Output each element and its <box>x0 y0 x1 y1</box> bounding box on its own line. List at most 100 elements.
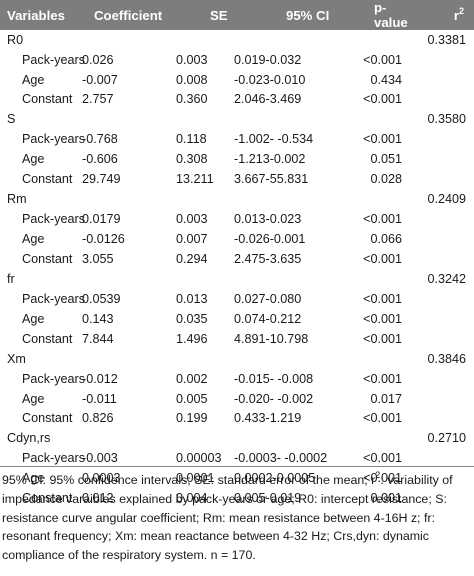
empty-cell <box>416 169 474 190</box>
pvalue-cell: <0.001 <box>352 368 416 389</box>
empty-cell <box>352 428 416 449</box>
pvalue-cell: <0.001 <box>352 468 416 489</box>
footnote-part1: 95% CI: 95% confidence intervals; SE: st… <box>2 473 376 487</box>
table-row: Pack-years -0.003 0.00003 -0.0003- -0.0002 <… <box>0 448 474 469</box>
se-cell: 1.496 <box>176 329 234 349</box>
ci-cell: 0.027-0.080 <box>234 289 352 310</box>
group-name: R0 <box>0 30 82 50</box>
se-cell: 13.211 <box>176 169 234 190</box>
empty-cell <box>176 30 234 50</box>
pvalue-cell: <0.001 <box>352 89 416 110</box>
pvalue-cell: <0.001 <box>352 448 416 469</box>
empty-cell <box>82 428 176 449</box>
empty-cell <box>234 428 352 449</box>
table-row: Pack-years -0.012 0.002 -0.015- -0.008 <0.00… <box>0 368 474 389</box>
coefficient-cell: 2.757 <box>82 89 176 110</box>
pvalue-cell: <0.001 <box>352 209 416 230</box>
ci-cell: -0.023-0.010 <box>234 69 352 90</box>
table-row: Age -0.0126 0.007 -0.026-0.001 0.066 <box>0 229 474 250</box>
r2-value: 0.2710 <box>416 428 474 449</box>
coefficient-cell: 3.055 <box>82 249 176 270</box>
ci-cell: 4.891-10.798 <box>234 329 352 349</box>
se-cell: 0.294 <box>176 249 234 270</box>
coefficient-cell: -0.007 <box>82 69 176 90</box>
row-label: Age <box>0 468 82 489</box>
empty-cell <box>416 289 474 310</box>
header-variables: Variables <box>0 0 82 30</box>
header-pvalue: p-value <box>352 0 416 30</box>
ci-cell: 0.019-0.032 <box>234 49 352 70</box>
ci-cell: -0.015- -0.008 <box>234 368 352 389</box>
se-cell: 0.007 <box>176 229 234 250</box>
coefficient-cell: -0.011 <box>82 388 176 409</box>
empty-cell <box>234 30 352 50</box>
pvalue-cell: <0.001 <box>352 309 416 330</box>
coefficient-cell: -0.003 <box>82 448 176 469</box>
se-cell: 0.118 <box>176 129 234 150</box>
r2-value: 0.3381 <box>416 30 474 50</box>
se-cell: 0.008 <box>176 69 234 90</box>
empty-cell <box>82 349 176 369</box>
coefficient-cell: 0.143 <box>82 309 176 330</box>
group-row: Rm 0.2409 <box>0 189 474 210</box>
table-row: Age -0.606 0.308 -1.213-0.002 0.051 <box>0 149 474 170</box>
group-name: Xm <box>0 349 82 369</box>
pvalue-cell: 0.001 <box>352 488 416 509</box>
pvalue-cell: <0.001 <box>352 289 416 310</box>
r2-value: 0.3580 <box>416 109 474 130</box>
group-row: Cdyn,rs 0.2710 <box>0 428 474 449</box>
empty-cell <box>416 488 474 509</box>
pvalue-cell: <0.001 <box>352 49 416 70</box>
pvalue-cell: 0.028 <box>352 169 416 190</box>
coefficient-cell: 29.749 <box>82 169 176 190</box>
table-row: Constant 0.012 0.004 0.005-0.019 0.001 <box>0 488 474 509</box>
empty-cell <box>352 109 416 130</box>
row-label: Pack-years <box>0 49 85 70</box>
empty-cell <box>416 89 474 110</box>
coefficient-cell: -0.012 <box>82 368 176 389</box>
row-label: Constant <box>0 408 82 429</box>
r2-value: 0.2409 <box>416 189 474 210</box>
row-label: Age <box>0 388 82 409</box>
empty-cell <box>416 249 474 270</box>
coefficient-cell: 0.0539 <box>82 289 176 310</box>
ci-cell: 2.475-3.635 <box>234 249 352 270</box>
empty-cell <box>416 149 474 170</box>
empty-cell <box>352 30 416 50</box>
empty-cell <box>416 388 474 409</box>
empty-cell <box>352 189 416 210</box>
r2-value: 0.3846 <box>416 349 474 369</box>
se-cell: 0.308 <box>176 149 234 170</box>
table-row: Age 0.0003 0.0001 0.0002-0.0005 <0.001 <box>0 468 474 489</box>
row-label: Constant <box>0 488 82 509</box>
empty-cell <box>176 109 234 130</box>
header-coefficient: Coefficient <box>82 0 176 30</box>
empty-cell <box>176 428 234 449</box>
header-row: Variables Coefficient SE 95% CI p-value … <box>0 0 474 30</box>
row-label: Constant <box>0 249 82 270</box>
row-label: Pack-years <box>0 448 85 469</box>
row-label: Constant <box>0 169 82 190</box>
group-row: S 0.3580 <box>0 109 474 130</box>
coefficient-cell: -0.0126 <box>82 229 176 250</box>
footnote-sup: 2 <box>375 470 381 480</box>
group-name: Cdyn,rs <box>0 428 82 449</box>
coefficient-cell: 0.826 <box>82 408 176 429</box>
se-cell: 0.199 <box>176 408 234 429</box>
ci-cell: -1.213-0.002 <box>234 149 352 170</box>
empty-cell <box>416 69 474 90</box>
ci-cell: 3.667-55.831 <box>234 169 352 190</box>
row-label: Pack-years <box>0 129 85 150</box>
se-cell: 0.360 <box>176 89 234 110</box>
coefficient-cell: -0.606 <box>82 149 176 170</box>
pvalue-cell: <0.001 <box>352 408 416 429</box>
empty-cell <box>234 189 352 210</box>
pvalue-cell: <0.001 <box>352 129 416 150</box>
coefficient-cell: 7.844 <box>82 329 176 349</box>
row-label: Age <box>0 309 82 330</box>
table-row: Pack-years 0.0539 0.013 0.027-0.080 <0.001 <box>0 289 474 310</box>
row-label: Constant <box>0 89 82 110</box>
se-cell: 0.002 <box>176 368 234 389</box>
empty-cell <box>82 109 176 130</box>
coefficient-cell: 0.0179 <box>82 209 176 230</box>
